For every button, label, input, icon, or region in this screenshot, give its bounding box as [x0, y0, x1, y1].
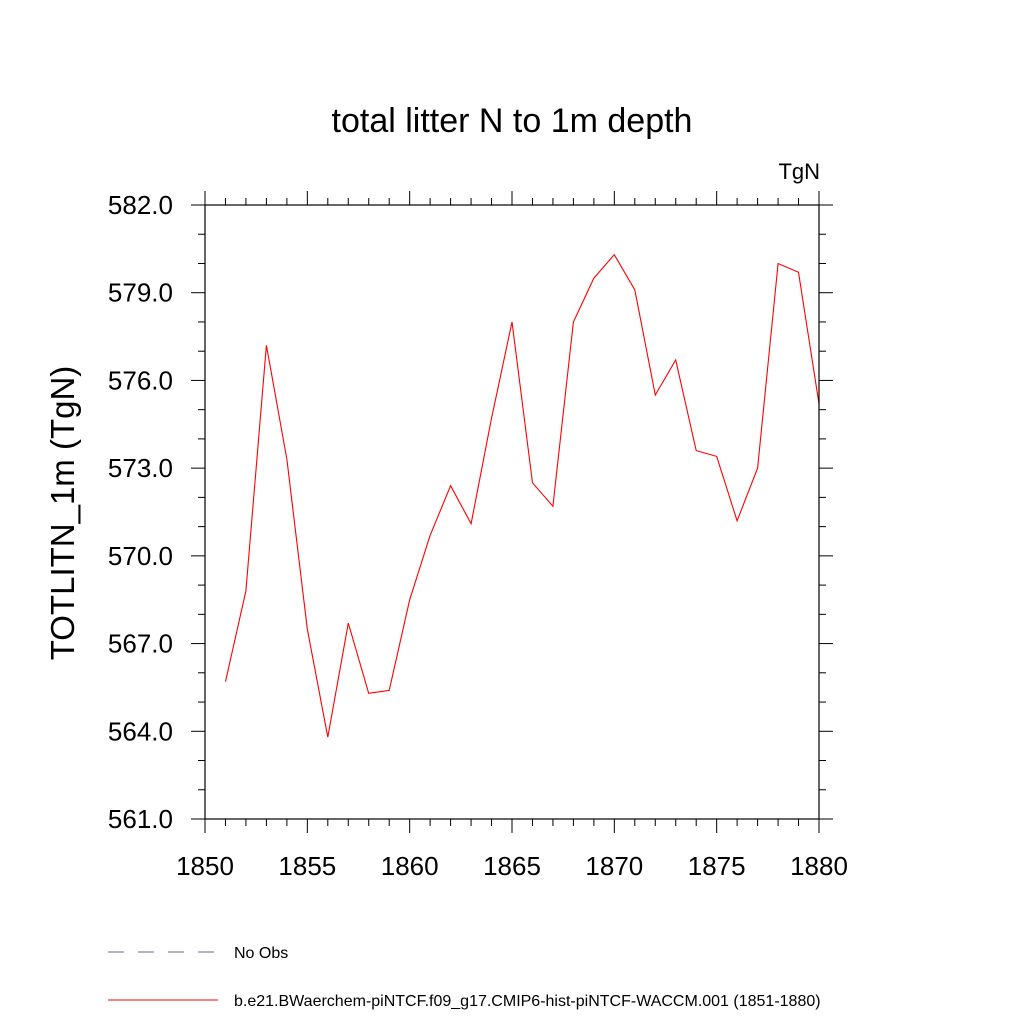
x-tick-label: 1855 — [278, 851, 336, 881]
x-tick-label: 1850 — [176, 851, 234, 881]
x-tick-label: 1860 — [381, 851, 439, 881]
plot-frame — [204, 204, 820, 820]
y-tick-label: 564.0 — [108, 716, 173, 746]
x-tick-label: 1865 — [483, 851, 541, 881]
y-tick-label: 573.0 — [108, 453, 173, 483]
axis-ticks: 1850 1855 1860 1865 1870 1875 1880 561.0 564.0 56… — [108, 190, 848, 881]
legend-label: No Obs — [234, 945, 288, 962]
y-tick-label: 570.0 — [108, 541, 173, 571]
x-tick-label: 1870 — [585, 851, 643, 881]
legend: No Obs b.e21.BWaerchem-piNTCF.f09_g17.CMI… — [108, 945, 821, 1010]
series-line — [224, 253, 820, 738]
x-tick-label: 1880 — [790, 851, 848, 881]
y-tick-label: 579.0 — [108, 278, 173, 308]
y-tick-label: 561.0 — [108, 804, 173, 834]
y-axis-label: TOTLITN_1m (TgN) — [44, 366, 81, 661]
chart-title: total litter N to 1m depth — [332, 102, 693, 140]
y-tick-label: 576.0 — [108, 365, 173, 395]
y-tick-label: 582.0 — [108, 190, 173, 220]
legend-label: b.e21.BWaerchem-piNTCF.f09_g17.CMIP6-his… — [234, 993, 821, 1010]
y-tick-label: 567.0 — [108, 629, 173, 659]
x-tick-label: 1875 — [688, 851, 746, 881]
units-label: TgN — [778, 159, 820, 184]
data-series — [224, 253, 820, 738]
